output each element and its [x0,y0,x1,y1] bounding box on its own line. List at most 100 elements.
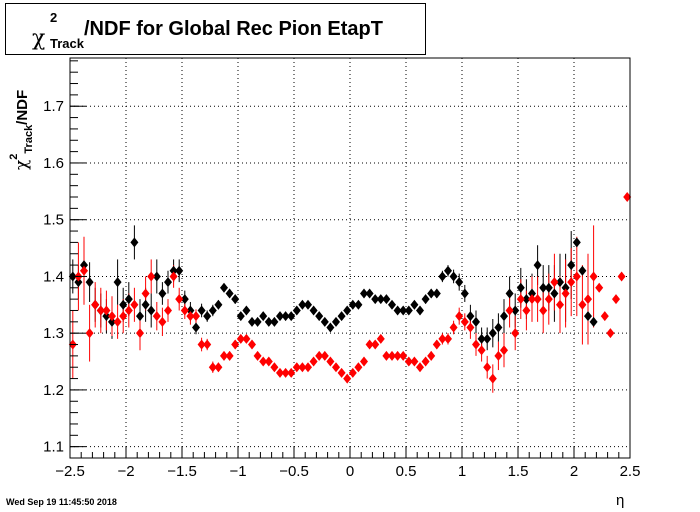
data-point [220,350,228,361]
data-point [309,305,318,316]
data-point [449,322,458,333]
data-point [528,288,536,299]
data-point [477,333,486,344]
data-point [102,305,111,316]
data-point [225,350,234,361]
data-point [292,305,301,316]
data-point [119,299,128,310]
data-point [388,350,396,361]
data-point [360,356,368,367]
data-point [231,339,240,350]
data-points [68,192,632,384]
data-point [360,288,368,299]
data-point [561,288,570,299]
x-axis-label: η [616,492,625,509]
title-superscript: 2 [50,10,58,25]
data-point [85,328,94,339]
data-point [304,362,312,373]
data-point [410,299,419,310]
data-point [505,305,514,316]
data-point [264,356,273,367]
y-tick-label: 1.4 [43,268,64,285]
data-point [438,271,447,282]
data-point [158,288,167,299]
data-point [623,192,632,203]
data-point [326,322,335,333]
data-point [315,311,324,322]
data-point [208,362,217,373]
data-point [281,367,290,378]
data-point [225,288,234,299]
data-point [113,277,122,288]
data-point [466,311,475,322]
data-point [186,305,195,316]
data-point [253,316,262,327]
data-point [444,265,452,276]
data-point [298,299,307,310]
data-point [136,328,144,339]
data-point [236,311,245,322]
data-point [141,288,150,299]
data-point [455,311,464,322]
chart-title: χ 2 Track /NDF for Global Rec Pion EtapT [5,3,426,55]
data-point [343,373,352,384]
data-point [438,333,447,344]
data-point [399,350,408,361]
title-subscript: Track [50,36,84,51]
data-point [393,305,402,316]
data-point [371,339,380,350]
data-point [102,311,111,322]
data-point [270,316,279,327]
data-point [119,311,128,322]
data-point [511,305,520,316]
data-point [214,299,223,310]
data-point [276,367,284,378]
data-point [124,305,133,316]
data-point [612,294,620,305]
data-point [432,339,441,350]
data-point [500,311,508,322]
data-point [175,265,184,276]
data-point [192,311,200,322]
data-point [343,305,352,316]
data-point [477,345,486,356]
data-point [600,311,609,322]
data-point [270,362,279,373]
data-point [488,328,497,339]
data-point [180,294,189,305]
data-point [292,362,301,373]
data-point [80,265,88,276]
data-point [371,294,380,305]
data-point [533,260,542,271]
data-point [354,362,363,373]
data-point [304,299,312,310]
data-point [444,333,452,344]
timestamp: Wed Sep 19 11:45:50 2018 [6,497,117,507]
x-tick-label: 1.5 [508,463,529,480]
y-tick-label: 1.5 [43,212,64,229]
ylabel-superscript: 2 [8,153,20,160]
data-point [449,271,458,282]
data-point [550,277,559,288]
data-point [421,294,430,305]
data-point [578,299,587,310]
data-point [180,305,189,316]
data-point [399,305,408,316]
data-point [164,305,172,316]
x-axis-ticks: −2.5 −2 −1.5 −1 −0.5 0 0.5 1 1.5 2 2.5 [55,446,640,480]
data-point [231,294,240,305]
data-point [376,333,385,344]
data-point [404,305,413,316]
data-point [348,367,357,378]
data-point [584,311,592,322]
data-point [242,333,251,344]
data-point [382,294,391,305]
data-point [404,356,413,367]
data-point [91,299,100,310]
data-point [466,322,475,333]
data-point [567,260,576,271]
data-point [298,362,307,373]
data-point [365,339,374,350]
y-tick-label: 1.2 [43,382,64,399]
